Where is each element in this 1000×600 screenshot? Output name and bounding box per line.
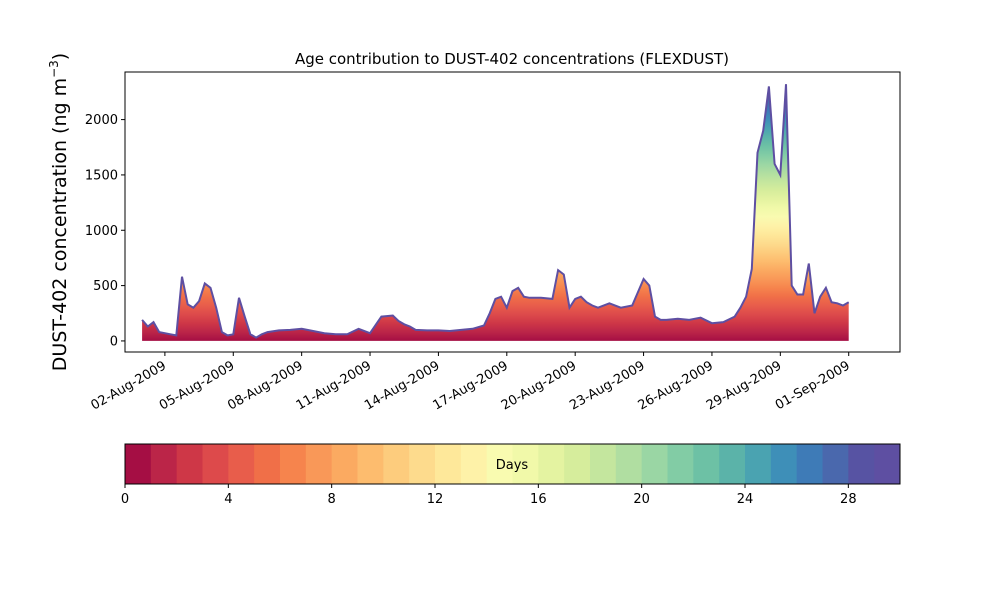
colorbar-segment: [641, 444, 668, 484]
plot-area: [141, 84, 850, 341]
colorbar-segment: [357, 444, 384, 484]
y-tick-label: 0: [110, 334, 118, 349]
chart-title: Age contribution to DUST-402 concentrati…: [295, 50, 729, 68]
total-concentration-line: [141, 84, 850, 339]
x-tick-label: 20-Aug-2009: [499, 358, 579, 413]
colorbar-segment: [383, 444, 410, 484]
colorbar-segment: [176, 444, 203, 484]
colorbar-axis: 0 4 8 12 16 20 24 28: [121, 484, 857, 507]
colorbar-tick-label: 12: [427, 492, 444, 507]
y-tick-label: 500: [93, 279, 118, 294]
x-tick-label: 01-Sep-2009: [773, 358, 853, 413]
plot-frame: [124, 71, 901, 353]
y-tick-label: 2000: [85, 113, 118, 128]
colorbar-segment: [615, 444, 643, 484]
colorbar-tick-label: 4: [224, 492, 232, 507]
colorbar: [124, 443, 901, 485]
colorbar-tick-label: 0: [121, 492, 129, 507]
x-tick-label: 23-Aug-2009: [567, 358, 647, 413]
colorbar-segment: [770, 444, 798, 484]
colorbar-segment: [590, 444, 617, 484]
colorbar-segment: [874, 444, 901, 484]
colorbar-segment: [331, 444, 358, 484]
colorbar-segment: [460, 444, 488, 484]
stacked-age-area: [142, 84, 849, 341]
colorbar-tick-label: 8: [328, 492, 336, 507]
x-tick-label: 08-Aug-2009: [225, 358, 305, 413]
colorbar-tick-label: 20: [633, 492, 650, 507]
colorbar-segment: [486, 444, 513, 484]
colorbar-segment: [719, 444, 746, 484]
y-tick-label: 1500: [85, 168, 118, 183]
colorbar-segment: [822, 444, 849, 484]
colorbar-segment: [848, 444, 875, 484]
colorbar-label: Days: [496, 458, 529, 473]
colorbar-segment: [202, 444, 229, 484]
colorbar-segment: [254, 444, 281, 484]
y-axis-label-superscript: −3: [47, 60, 61, 78]
colorbar-segment: [150, 444, 178, 484]
colorbar-segment: [693, 444, 720, 484]
colorbar-segment: [538, 444, 565, 484]
colorbar-segment: [564, 444, 591, 484]
y-axis-label: DUST-402 concentration (ng m−3): [47, 53, 71, 371]
colorbar-tick-label: 28: [840, 492, 857, 507]
x-tick-label: 17-Aug-2009: [430, 358, 510, 413]
colorbar-tick-label: 16: [530, 492, 547, 507]
y-tick-label: 1000: [85, 224, 118, 239]
x-tick-label: 05-Aug-2009: [157, 358, 237, 413]
svg-text:DUST-402 concentration (ng m−3: DUST-402 concentration (ng m−3): [47, 53, 71, 371]
y-axis-label-close: ): [49, 53, 71, 60]
colorbar-frame: [124, 443, 901, 485]
colorbar-segment: [125, 444, 152, 484]
colorbar-segment: [280, 444, 307, 484]
x-tick-label: 02-Aug-2009: [89, 358, 169, 413]
colorbar-segment: [305, 444, 333, 484]
x-tick-label: 11-Aug-2009: [294, 358, 374, 413]
colorbar-tick-label: 24: [737, 492, 754, 507]
y-axis-label-text: DUST-402 concentration (ng m: [49, 78, 71, 371]
colorbar-segment: [228, 444, 255, 484]
colorbar-segment: [435, 444, 462, 484]
colorbar-segment: [745, 444, 772, 484]
x-axis: 02-Aug-200905-Aug-200908-Aug-200911-Aug-…: [89, 352, 853, 414]
colorbar-segment: [409, 444, 436, 484]
x-tick-label: 29-Aug-2009: [704, 358, 784, 413]
x-tick-label: 14-Aug-2009: [362, 358, 442, 413]
y-axis: 0 500 1000 1500 2000: [85, 113, 125, 349]
x-tick-label: 26-Aug-2009: [636, 358, 716, 413]
colorbar-segment: [512, 444, 539, 484]
colorbar-segment: [796, 444, 823, 484]
colorbar-segment: [667, 444, 694, 484]
